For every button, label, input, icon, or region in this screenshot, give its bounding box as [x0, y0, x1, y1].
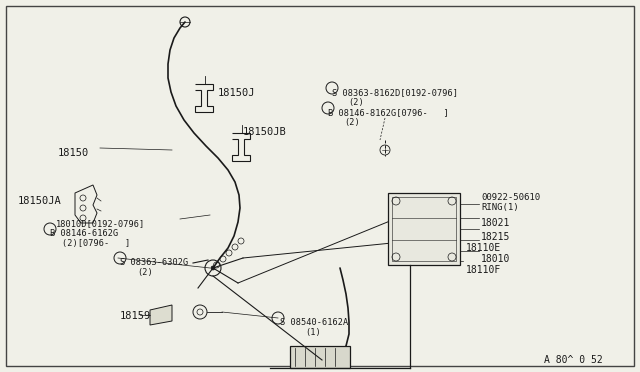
- Text: S 08363-6302G: S 08363-6302G: [120, 258, 188, 267]
- Text: 18150JA: 18150JA: [18, 196, 61, 206]
- Text: 18150J: 18150J: [218, 88, 255, 98]
- Text: 18150: 18150: [58, 148, 89, 158]
- Text: 18010D[0192-0796]: 18010D[0192-0796]: [56, 219, 145, 228]
- Text: 18215: 18215: [481, 232, 510, 242]
- Text: 18110E: 18110E: [466, 243, 501, 253]
- Bar: [290, 346, 350, 368]
- Text: A 80^ 0 52: A 80^ 0 52: [544, 355, 603, 365]
- Text: (1): (1): [305, 328, 321, 337]
- Text: (2): (2): [348, 98, 364, 107]
- Text: 18159: 18159: [120, 311, 151, 321]
- Text: 18021: 18021: [481, 218, 510, 228]
- Text: RING(1): RING(1): [481, 203, 518, 212]
- Text: B 08146-8162G[0796-   ]: B 08146-8162G[0796- ]: [328, 108, 449, 117]
- Bar: [388, 193, 460, 265]
- Circle shape: [211, 266, 215, 270]
- Bar: [392, 197, 456, 261]
- Text: (2): (2): [344, 118, 360, 127]
- Text: 18010: 18010: [481, 254, 510, 264]
- Text: 18110F: 18110F: [466, 265, 501, 275]
- Text: S 08363-8162D[0192-0796]: S 08363-8162D[0192-0796]: [332, 88, 458, 97]
- Text: (2)[0796-   ]: (2)[0796- ]: [62, 239, 131, 248]
- Text: 18150JB: 18150JB: [243, 127, 287, 137]
- Text: 00922-50610: 00922-50610: [481, 193, 540, 202]
- Text: S 08540-6162A: S 08540-6162A: [280, 318, 348, 327]
- Polygon shape: [150, 305, 172, 325]
- Text: (2): (2): [137, 268, 153, 277]
- Text: B 08146-6162G: B 08146-6162G: [50, 229, 118, 238]
